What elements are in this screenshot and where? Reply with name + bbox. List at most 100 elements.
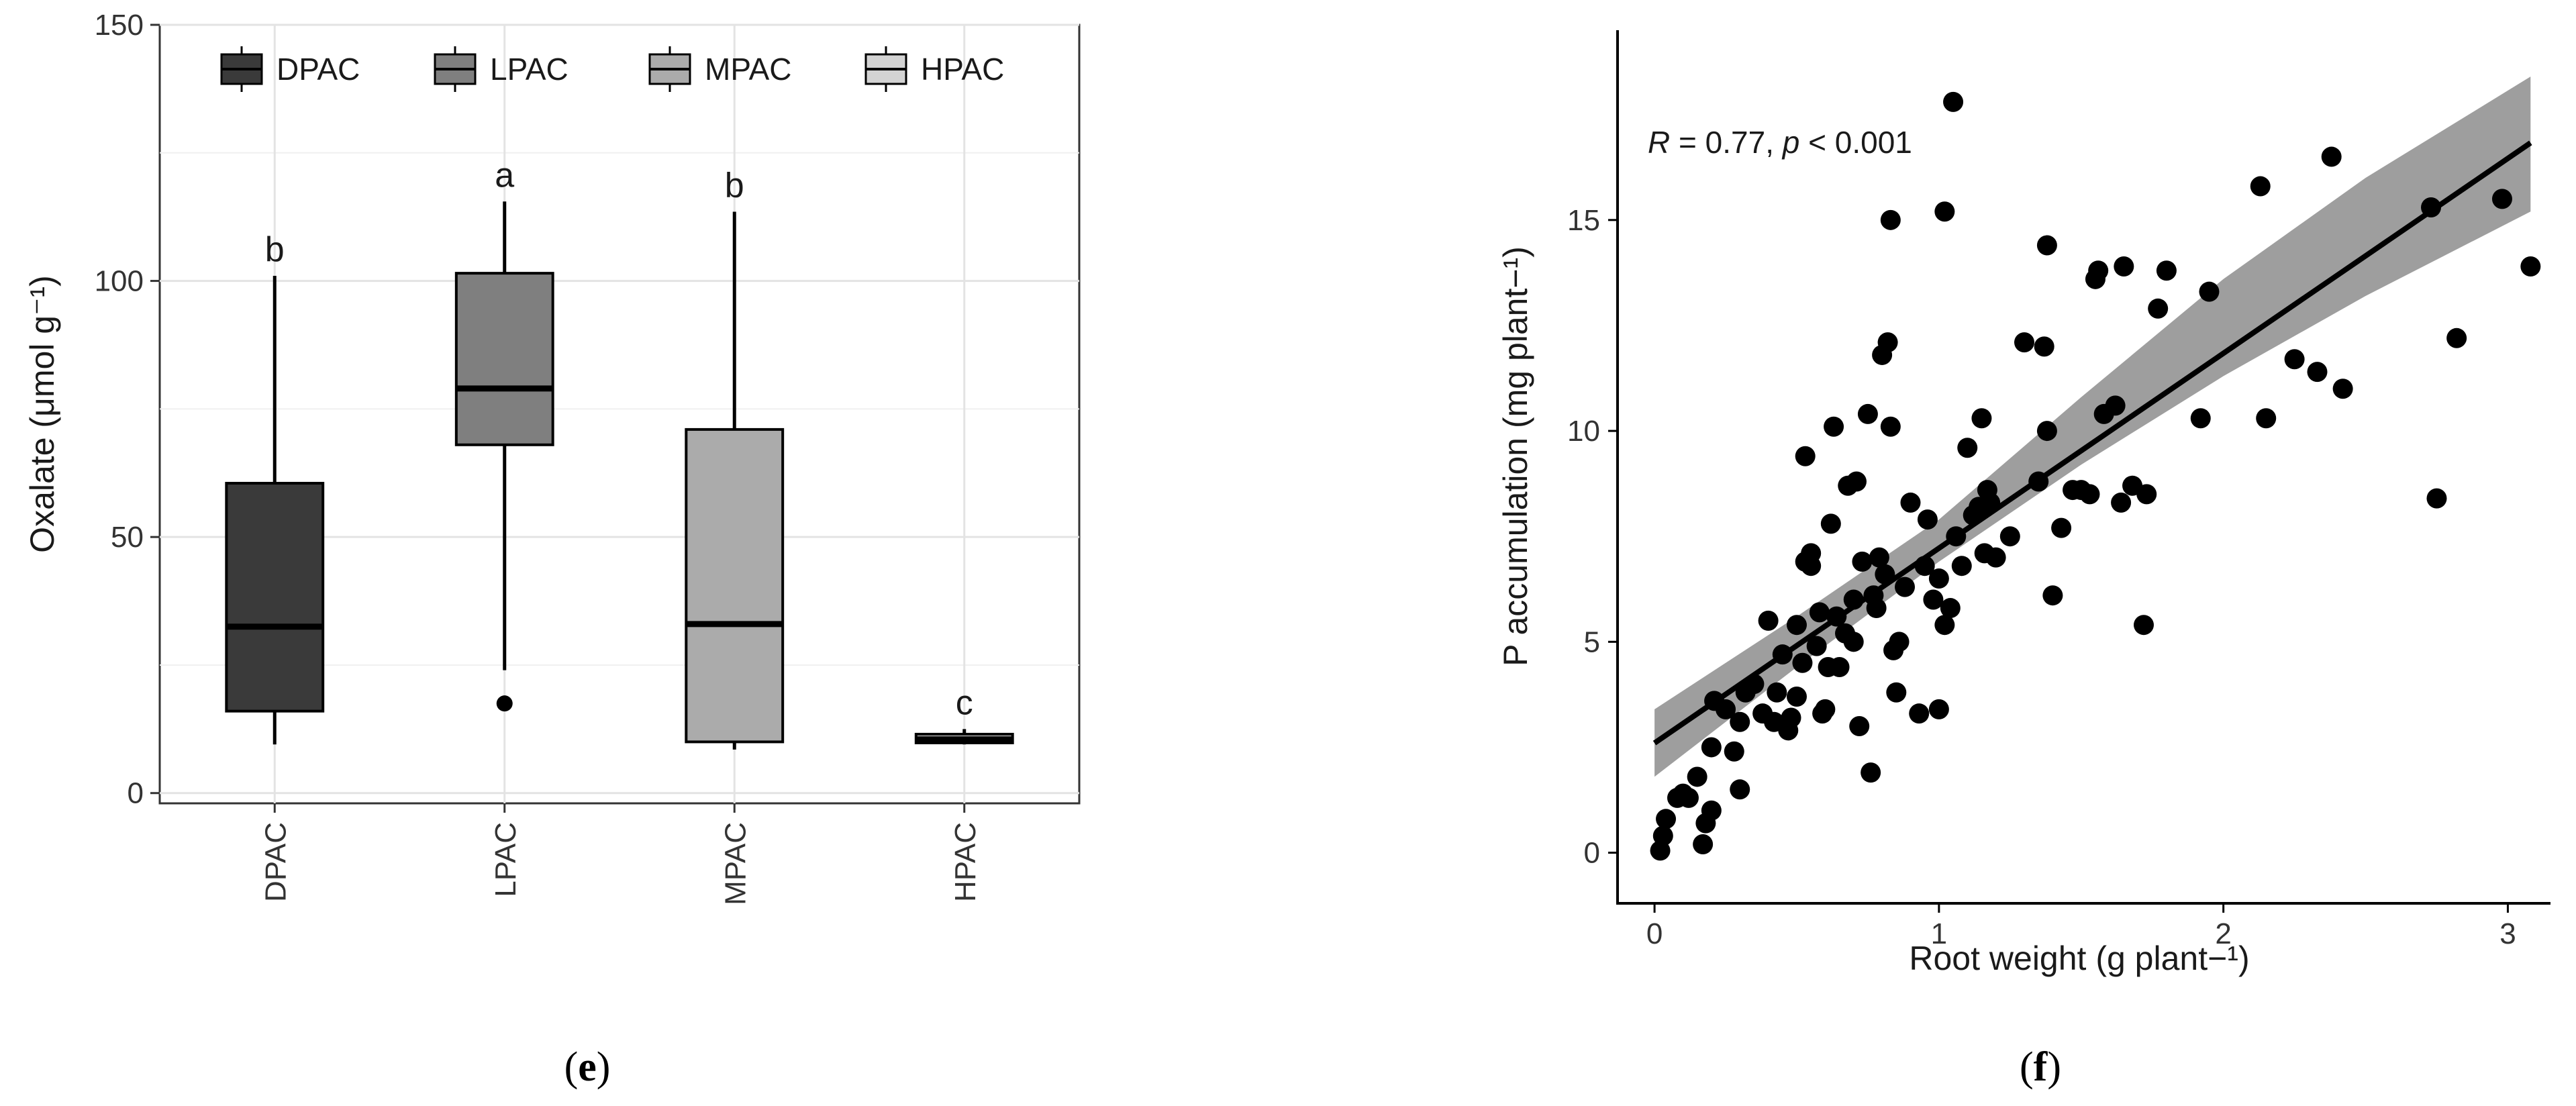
scatter-point <box>1943 91 1964 112</box>
scatter-point <box>1786 615 1807 636</box>
scatter-point <box>1767 682 1787 703</box>
scatter-point <box>1999 526 2020 547</box>
box-mpac <box>685 211 785 750</box>
scatter-point <box>1852 551 1873 572</box>
y-tick-label: 15 <box>1567 204 1600 237</box>
x-tick-label: HPAC <box>949 822 982 902</box>
box-lpac <box>454 201 554 712</box>
y-tick-label: 10 <box>1567 415 1600 448</box>
scatter-x-axis-ticks: 0 1 2 3 <box>1646 903 2516 950</box>
scatter-point <box>2332 379 2353 399</box>
scatter-point <box>1730 779 1750 800</box>
scatter-x-axis-label: Root weight (g plant−¹) <box>1909 940 2249 977</box>
y-tick-label: 100 <box>95 265 144 298</box>
scatter-point <box>1801 556 1822 576</box>
significance-letter: b <box>725 166 744 205</box>
scatter-point <box>1781 707 1801 728</box>
x-tick-label: 3 <box>2499 917 2516 950</box>
scatter-point <box>2088 260 2109 281</box>
y-tick-label: 150 <box>95 9 144 42</box>
scatter-point <box>1701 800 1722 821</box>
scatter-point <box>1843 632 1864 652</box>
scatter-point <box>1652 825 1673 846</box>
scatter-point <box>2284 349 2305 370</box>
confidence-band <box>1654 77 2531 777</box>
scatter-point <box>1889 632 1910 652</box>
boxplot-y-axis-ticks: 0 50 100 150 <box>95 9 160 810</box>
legend-label: LPAC <box>490 52 568 87</box>
legend-label: DPAC <box>277 52 360 87</box>
box-iqr <box>685 428 785 744</box>
scatter-point <box>2034 336 2054 357</box>
scatter-point <box>1824 416 1844 437</box>
scatter-point <box>2036 421 2057 442</box>
scatter-point <box>1900 492 1921 513</box>
x-tick-label: 0 <box>1646 917 1663 950</box>
scatter-point <box>1730 711 1750 732</box>
scatter-point <box>2042 585 2063 606</box>
scatter-point <box>1846 471 1867 492</box>
box-dpac <box>225 275 325 745</box>
legend-item-lpac: LPAC <box>434 46 568 92</box>
scatter-point <box>1909 703 1930 724</box>
scatter-point <box>1792 652 1813 673</box>
scatter-point <box>1934 201 1955 222</box>
scatter-point <box>2111 492 2132 513</box>
scatter-point <box>1795 446 1816 466</box>
scatter-point <box>2036 235 2057 256</box>
scatter-y-axis-label: P accumulation (mg plant−¹) <box>1497 246 1534 666</box>
scatter-point <box>1724 741 1744 762</box>
scatter-panel: 0 5 10 15 0 1 2 3 R = 0.77, p < 0.001 Root wei… <box>1497 30 2550 1090</box>
scatter-y-axis-ticks: 0 5 10 15 <box>1567 204 1618 870</box>
y-tick-label: 5 <box>1584 625 1600 658</box>
scatter-point <box>1820 513 1841 534</box>
regression-fit-line <box>1652 140 2532 746</box>
boxplot-x-axis-ticks: DPAC LPAC MPAC HPAC <box>259 803 982 905</box>
legend-item-mpac: MPAC <box>648 46 792 92</box>
x-tick-label: DPAC <box>259 822 292 902</box>
scatter-point <box>1880 416 1901 437</box>
scatter-point <box>2446 328 2467 348</box>
scatter-point <box>2114 256 2134 276</box>
scatter-point <box>1951 556 1972 576</box>
scatter-point <box>1701 737 1722 758</box>
regression-line <box>1652 140 2532 746</box>
scatter-point <box>1815 699 1836 719</box>
scatter-point <box>2156 260 2177 281</box>
scatter-point <box>2199 281 2220 302</box>
scatter-point <box>2148 298 2169 319</box>
panel-label-f: (f) <box>2020 1044 2061 1090</box>
scatter-point <box>2105 395 2126 416</box>
scatter-point <box>1806 636 1827 656</box>
scatter-point <box>2307 362 2328 383</box>
scatter-point <box>1687 766 1707 787</box>
scatter-point <box>1971 408 1992 429</box>
scatter-point <box>1849 716 1870 737</box>
scatter-point <box>1866 598 1887 619</box>
legend-label: HPAC <box>921 52 1004 87</box>
x-tick-label: MPAC <box>719 822 752 905</box>
scatter-point <box>1869 547 1889 568</box>
confidence-band-area <box>1654 77 2531 777</box>
scatter-point <box>1928 699 1949 719</box>
x-tick-label: 1 <box>1931 917 1947 950</box>
legend-label: MPAC <box>705 52 792 87</box>
boxplot-panel: 0 50 100 150 DPAC LPAC MPAC HPAC b a b c DPAC LPAC… <box>23 9 1081 1090</box>
scatter-point <box>1758 610 1779 631</box>
scatter-point <box>1678 787 1699 808</box>
scatter-point <box>1880 209 1901 230</box>
scatter-point <box>2136 484 2157 505</box>
significance-letter: c <box>956 683 973 722</box>
box-hpac <box>914 729 1014 745</box>
scatter-point <box>1877 332 1898 353</box>
boxplot-y-axis-label: Oxalate (μmol g⁻¹) <box>23 275 61 553</box>
scatter-point <box>2256 408 2277 429</box>
scatter-point <box>2190 408 2211 429</box>
scatter-point <box>2051 517 2072 538</box>
scatter-point <box>1857 403 1878 424</box>
scatter-points <box>1650 91 2541 861</box>
scatter-point <box>1957 438 1978 458</box>
scatter-point <box>1985 547 2006 568</box>
x-tick-label: 2 <box>2215 917 2231 950</box>
